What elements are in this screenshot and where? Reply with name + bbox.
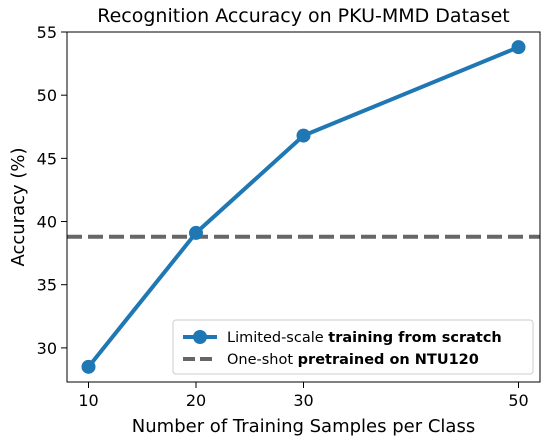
legend-box [172,319,534,375]
legend-entry-reference: One-shot pretrained on NTU120 [227,352,479,368]
series-line [86,45,520,369]
y-tick-label: 55 [37,23,57,42]
legend-entry-series-bold: training from scratch [328,330,501,346]
series-point [296,128,311,143]
y-tick-label: 40 [37,213,57,232]
legend: Limited-scale training from scratch One-… [172,319,534,375]
series-point [511,40,526,55]
x-tick-label: 20 [186,391,206,410]
x-tick-label: 50 [508,391,528,410]
series-markers [81,40,526,374]
series-point [81,359,96,374]
y-axis-label: Accuracy (%) [8,147,29,266]
legend-series-marker [193,330,207,344]
chart-title: Recognition Accuracy on PKU-MMD Dataset [97,5,509,27]
legend-entry-reference-prefix: One-shot [227,352,298,368]
x-tick-label: 10 [78,391,98,410]
series-point [189,225,203,240]
x-tick-label: 30 [293,391,313,410]
legend-entry-reference-bold: pretrained on NTU120 [298,352,479,368]
y-tick-label: 45 [37,149,57,168]
y-tick-label: 30 [37,339,57,358]
y-tick-label: 35 [37,276,57,295]
x-axis-label: Number of Training Samples per Class [132,416,475,437]
x-axis-ticks: 10 20 30 50 [78,382,529,410]
y-axis-ticks: 30 35 40 45 50 55 [37,23,67,358]
legend-entry-series-prefix: Limited-scale [227,330,328,346]
y-tick-label: 50 [37,86,57,105]
legend-entry-series: Limited-scale training from scratch [227,330,502,346]
